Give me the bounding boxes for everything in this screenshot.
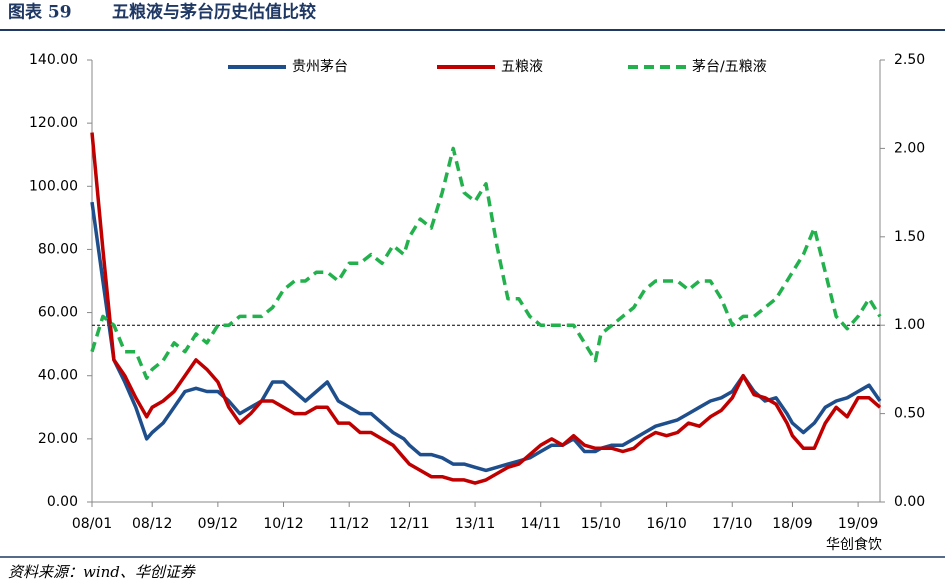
x-tick-label: 17/10	[712, 516, 752, 532]
y-tick-label: 20.00	[38, 431, 78, 447]
source: 资料来源：wind、华创证券	[8, 563, 196, 581]
x-tick-label: 09/12	[198, 516, 238, 532]
y-tick-label: 60.00	[38, 305, 78, 321]
x-tick-label: 18/09	[772, 516, 812, 532]
x-tick-label: 13/11	[455, 516, 495, 532]
y2-tick-label: 0.50	[894, 406, 925, 422]
y2-tick-label: 1.50	[894, 229, 925, 245]
series-line	[90, 132, 882, 485]
y-tick-label: 100.00	[29, 178, 78, 194]
x-tick-label: 15/10	[581, 516, 621, 532]
series-line	[90, 201, 882, 473]
x-tick-label: 11/12	[329, 516, 369, 532]
y2-tick-label: 0.00	[894, 494, 925, 510]
series-line	[90, 146, 882, 380]
y2-tick-label: 2.50	[894, 52, 925, 68]
chart-title: 五粮液与茅台历史估值比较	[112, 2, 316, 23]
x-tick-label: 12/11	[389, 516, 429, 532]
legend-label: 贵州茅台	[292, 59, 348, 75]
watermark: 华创食饮	[826, 536, 882, 553]
y2-tick-label: 2.00	[894, 140, 925, 156]
y-tick-label: 140.00	[29, 52, 78, 68]
x-tick-label: 08/01	[72, 516, 112, 532]
x-tick-label: 10/12	[263, 516, 303, 532]
x-tick-label: 14/11	[521, 516, 561, 532]
y-tick-label: 80.00	[38, 241, 78, 257]
x-tick-label: 16/10	[646, 516, 686, 532]
figure-label: 图表 59	[8, 2, 72, 23]
y2-tick-label: 1.00	[894, 317, 925, 333]
y-tick-label: 40.00	[38, 368, 78, 384]
x-tick-label: 19/09	[838, 516, 878, 532]
x-tick-label: 08/12	[132, 516, 172, 532]
y-tick-label: 0.00	[47, 494, 78, 510]
legend-label: 茅台/五粮液	[692, 59, 767, 75]
y-tick-label: 120.00	[29, 115, 78, 131]
legend-label: 五粮液	[501, 59, 543, 75]
